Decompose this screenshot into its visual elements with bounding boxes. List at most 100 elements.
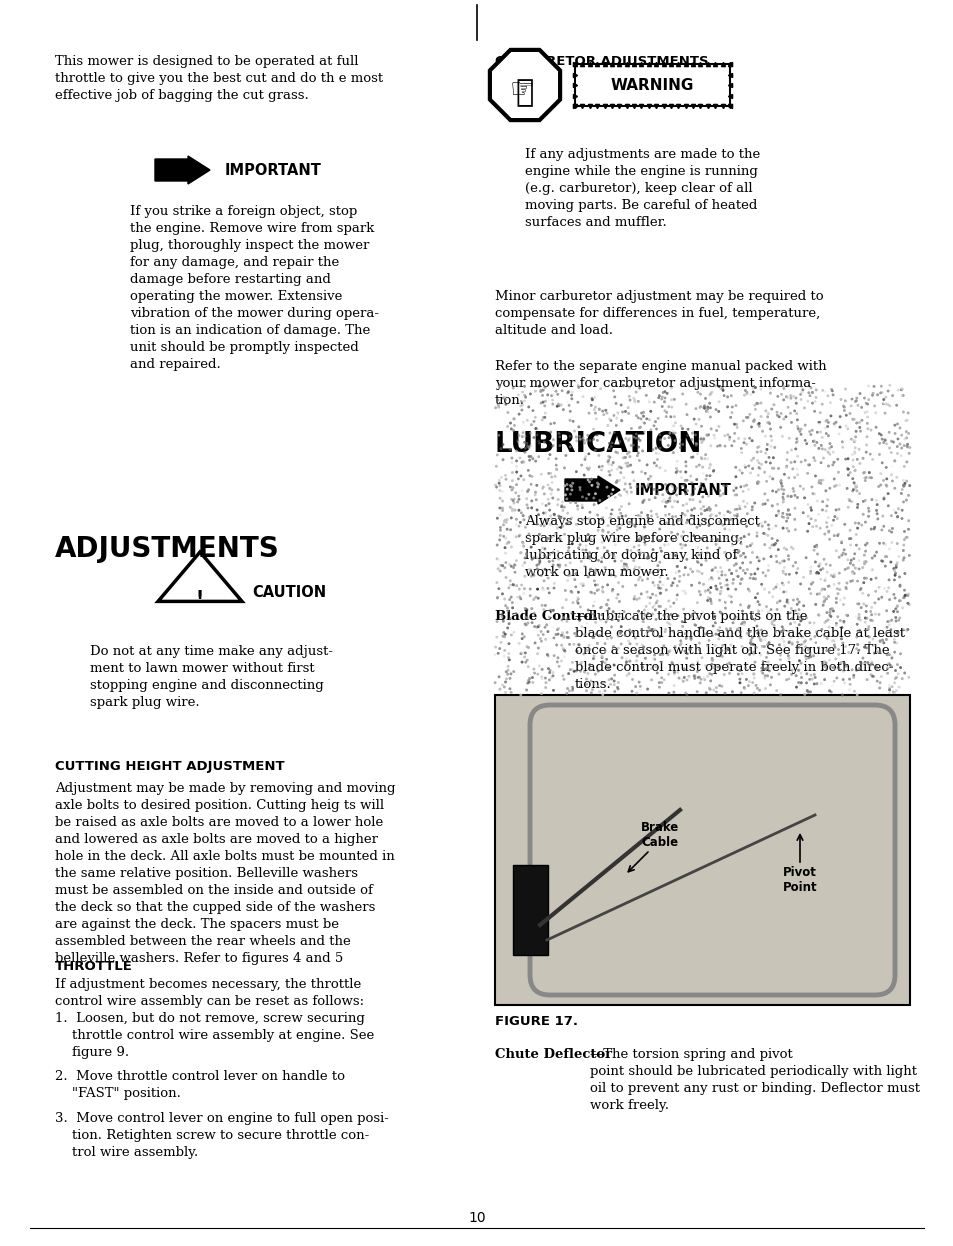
- Point: [745, 568, 760, 588]
- Point: [617, 480, 632, 500]
- Point: [778, 457, 793, 477]
- Point: [878, 457, 893, 477]
- Point: [688, 435, 703, 455]
- Point: [760, 634, 775, 654]
- Point: [543, 480, 558, 500]
- Point: [516, 470, 531, 490]
- Point: [555, 501, 570, 521]
- Point: [695, 602, 710, 622]
- Point: [823, 380, 839, 400]
- Point: [678, 462, 693, 482]
- Point: [537, 407, 552, 427]
- Point: [641, 389, 657, 409]
- Point: [497, 543, 513, 563]
- Point: [886, 673, 902, 693]
- Point: [527, 485, 542, 505]
- Point: [867, 604, 882, 624]
- Point: [721, 520, 737, 540]
- Point: [501, 589, 517, 609]
- Point: [534, 632, 549, 652]
- Point: [895, 402, 910, 422]
- Point: [846, 442, 862, 462]
- Point: [697, 399, 712, 419]
- Point: [562, 437, 578, 457]
- Point: [585, 596, 600, 616]
- Point: [584, 390, 599, 410]
- Point: [752, 459, 767, 478]
- Point: [562, 426, 578, 446]
- Point: [836, 673, 851, 693]
- Point: [647, 619, 662, 639]
- Point: [750, 621, 765, 640]
- Point: [771, 553, 786, 573]
- Point: [648, 593, 663, 613]
- Point: [700, 425, 716, 445]
- Point: [603, 564, 618, 584]
- Point: [502, 497, 517, 517]
- Point: [503, 419, 518, 439]
- Point: [604, 500, 619, 520]
- Point: [890, 677, 905, 697]
- Point: [642, 642, 658, 662]
- Point: [856, 388, 871, 407]
- Point: [828, 564, 843, 584]
- Point: [860, 586, 875, 606]
- Point: [889, 414, 904, 434]
- Point: [675, 672, 690, 692]
- Point: [849, 495, 864, 515]
- Point: [517, 426, 532, 446]
- Point: [824, 455, 840, 475]
- Point: [695, 464, 710, 483]
- Point: [726, 609, 741, 629]
- Point: [702, 456, 718, 476]
- Point: [720, 397, 735, 417]
- Point: [776, 557, 791, 577]
- Text: Blade Control: Blade Control: [495, 611, 597, 623]
- Point: [741, 405, 757, 425]
- Point: [775, 503, 790, 523]
- Point: [763, 668, 779, 688]
- Point: [609, 471, 624, 491]
- Point: [676, 659, 691, 679]
- Point: [704, 658, 720, 678]
- Point: [614, 564, 629, 584]
- Point: [533, 381, 548, 401]
- Point: [851, 454, 866, 473]
- Point: [736, 527, 751, 547]
- Point: [843, 660, 859, 680]
- Point: [499, 416, 515, 436]
- Point: [769, 599, 784, 619]
- Point: [769, 531, 784, 551]
- Point: [620, 430, 636, 450]
- Point: [898, 427, 913, 447]
- Point: [534, 410, 549, 430]
- Point: [730, 567, 745, 587]
- Point: [641, 391, 657, 411]
- Point: [632, 528, 647, 548]
- Point: [570, 528, 585, 548]
- Point: [491, 470, 506, 490]
- Point: [516, 412, 531, 432]
- Point: [563, 582, 578, 602]
- Point: [498, 669, 514, 689]
- Point: [756, 579, 771, 599]
- Point: [801, 386, 817, 406]
- Point: [504, 501, 519, 521]
- Point: [555, 638, 570, 658]
- Point: [889, 654, 904, 674]
- Point: [825, 468, 841, 488]
- Point: [603, 436, 618, 456]
- Point: [846, 461, 862, 481]
- Point: [880, 483, 895, 503]
- FancyBboxPatch shape: [575, 64, 729, 106]
- Point: [645, 540, 660, 559]
- Point: [807, 466, 822, 486]
- Point: [731, 496, 746, 516]
- Point: [590, 477, 605, 497]
- Point: [718, 640, 733, 660]
- Point: [520, 480, 536, 500]
- Point: [860, 407, 875, 427]
- Point: [556, 508, 571, 528]
- Point: [860, 653, 875, 673]
- Point: [496, 623, 511, 643]
